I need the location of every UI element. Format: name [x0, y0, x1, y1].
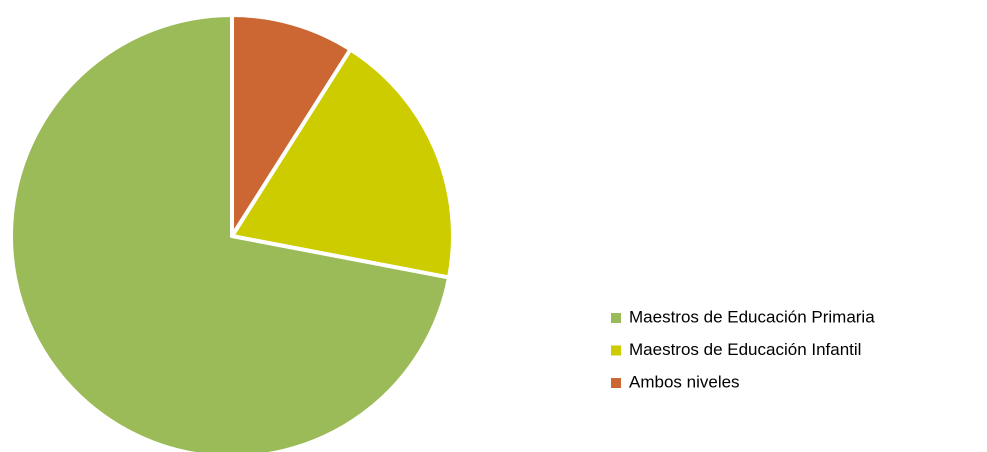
legend-swatch	[611, 345, 621, 356]
legend-label: Maestros de Educación Infantil	[629, 340, 861, 359]
legend-label: Maestros de Educación Primaria	[629, 307, 875, 326]
legend-swatch	[611, 378, 621, 388]
legend-swatch	[611, 313, 621, 323]
legend-label: Ambos niveles	[629, 372, 740, 391]
pie-slice	[230, 47, 455, 280]
pie-slice	[230, 13, 353, 238]
